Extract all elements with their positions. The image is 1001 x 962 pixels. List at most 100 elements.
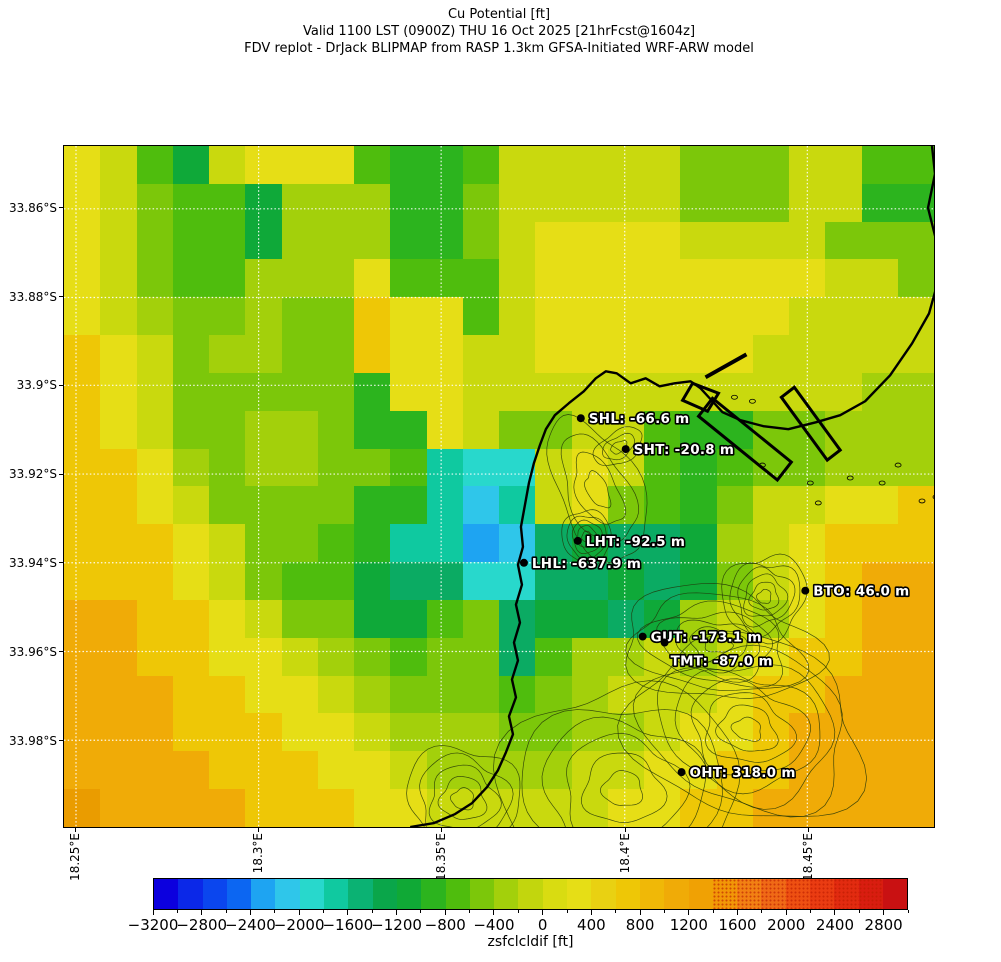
map-cell xyxy=(136,524,173,563)
islet xyxy=(731,394,738,400)
map-cell xyxy=(390,675,427,714)
map-cell xyxy=(245,297,282,336)
map-cell xyxy=(64,562,101,600)
map-cell xyxy=(825,335,862,373)
colorbar-segment xyxy=(834,879,859,909)
map-cell xyxy=(499,146,536,184)
contour-line xyxy=(419,752,514,827)
map-cell xyxy=(752,486,789,525)
colorbar-segment xyxy=(591,879,616,909)
map-cell xyxy=(861,751,898,790)
map-cell xyxy=(535,221,572,260)
map-cell xyxy=(499,751,536,790)
map-cell xyxy=(825,524,862,563)
map-cell xyxy=(64,675,101,714)
map-cell xyxy=(317,372,354,411)
map-cell xyxy=(245,259,282,298)
map-cell xyxy=(64,789,101,827)
map-cell xyxy=(825,221,862,260)
map-cell xyxy=(245,524,282,563)
station-label-SHT: SHT: -20.8 m xyxy=(634,443,735,458)
map-cell xyxy=(571,751,608,790)
map-cell xyxy=(390,524,427,563)
map-cell xyxy=(644,259,681,298)
map-cell xyxy=(390,486,427,525)
colorbar-segment xyxy=(154,879,179,909)
map-cell xyxy=(390,183,427,222)
map-cell xyxy=(100,372,137,411)
colorbar-segment xyxy=(251,879,276,909)
colorbar-tick xyxy=(663,910,665,913)
colorbar-tick xyxy=(810,910,812,913)
map-cell xyxy=(499,562,536,600)
map-cell xyxy=(535,335,572,373)
map-cell xyxy=(245,372,282,411)
contour-line xyxy=(566,732,691,827)
station-dot-BTO xyxy=(801,586,810,595)
map-cell xyxy=(571,486,608,525)
map-cell xyxy=(861,410,898,449)
map-cell xyxy=(716,146,753,184)
map-cell xyxy=(172,297,209,336)
coastline xyxy=(410,146,934,827)
map-cell xyxy=(354,486,391,525)
map-cell xyxy=(897,675,934,714)
station-label-LHL: LHL: -637.9 m xyxy=(532,557,641,572)
map-cell xyxy=(535,599,572,638)
contour-line xyxy=(637,600,783,688)
map-cell xyxy=(535,448,572,487)
map-cell xyxy=(281,297,318,336)
colorbar-segment xyxy=(688,879,713,909)
map-cell xyxy=(354,146,391,184)
map-cell xyxy=(535,297,572,336)
map-cell xyxy=(172,221,209,260)
map-cell xyxy=(752,335,789,373)
map-cell xyxy=(245,335,282,373)
colorbar-segment xyxy=(445,879,470,909)
islet xyxy=(846,475,854,481)
map-cell xyxy=(535,524,572,563)
map-cell xyxy=(752,221,789,260)
colorbar-segment xyxy=(494,879,519,909)
map-cell xyxy=(136,599,173,638)
map-cell xyxy=(571,183,608,222)
colorbar-segment xyxy=(348,879,373,909)
map-cell xyxy=(716,751,753,790)
map-cell xyxy=(716,183,753,222)
map-cell xyxy=(100,599,137,638)
harbor-pier xyxy=(779,385,843,463)
map-cell xyxy=(571,789,608,827)
map-cell xyxy=(390,146,427,184)
colorbar-segment xyxy=(421,879,446,909)
x-tick xyxy=(807,828,809,832)
map-cell xyxy=(64,297,101,336)
station-dot-SHT xyxy=(621,445,630,454)
y-tick-label: 33.92°S xyxy=(9,467,57,481)
map-cell xyxy=(281,751,318,790)
map-cell xyxy=(245,486,282,525)
map-cell xyxy=(245,599,282,638)
map-cell xyxy=(861,297,898,336)
colorbar-segment xyxy=(737,879,762,909)
map-cell xyxy=(64,183,101,222)
colorbar-segment xyxy=(226,879,252,909)
map-cell xyxy=(136,146,173,184)
map-cell xyxy=(825,637,862,676)
colorbar-tick-label: −2400 xyxy=(225,916,276,934)
map-cell xyxy=(426,713,463,752)
contour-line xyxy=(729,562,801,638)
islet xyxy=(806,480,814,486)
colorbar-tick-label: −1200 xyxy=(371,916,422,934)
map-cell xyxy=(64,599,101,638)
map-cell xyxy=(209,713,246,752)
colorbar-tick-label: 2000 xyxy=(767,916,806,934)
map-cell xyxy=(535,713,572,752)
map-cell xyxy=(64,410,101,449)
y-tick-label: 33.86°S xyxy=(9,200,57,215)
map-cell xyxy=(861,183,898,222)
colorbar-tick xyxy=(371,910,373,913)
map-cell xyxy=(317,448,354,487)
map-cell xyxy=(861,524,898,563)
map-cell xyxy=(462,221,499,260)
colorbar-tick xyxy=(688,910,690,915)
